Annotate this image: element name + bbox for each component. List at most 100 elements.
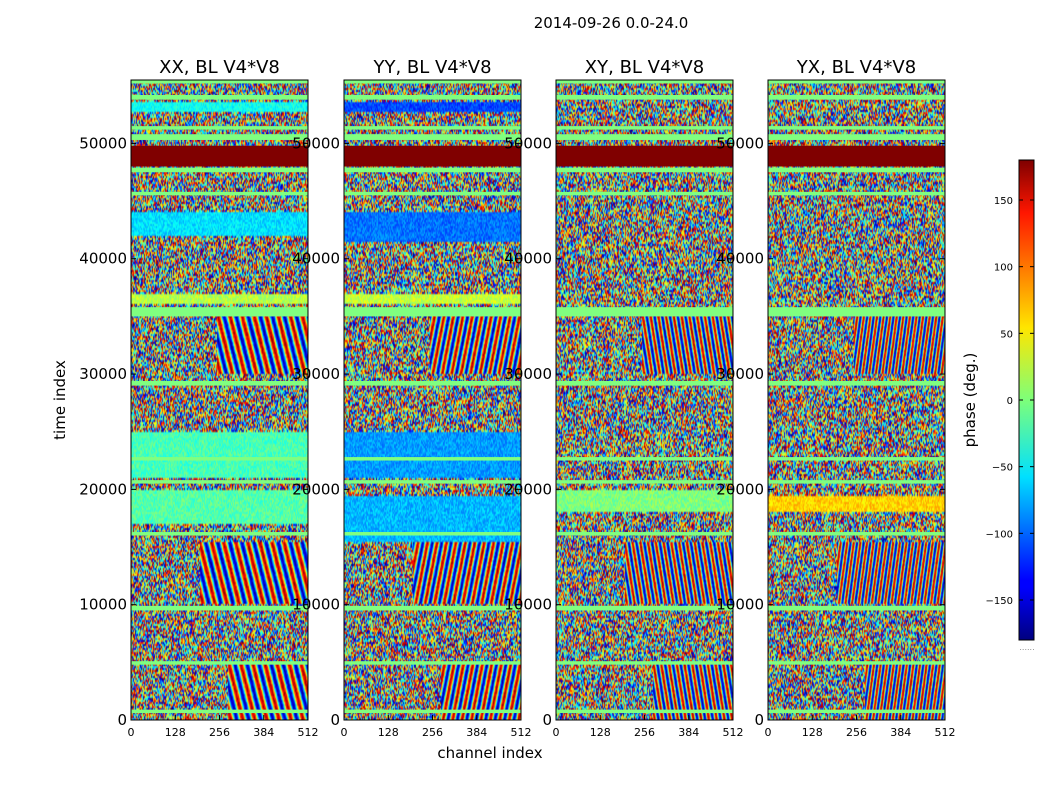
y-tick-label: 50000 — [292, 134, 340, 152]
flagged-band — [344, 457, 521, 461]
y-tick-label: 20000 — [716, 480, 764, 498]
colorbar-tick-label: 150 — [994, 196, 1013, 207]
saturated-band — [768, 145, 945, 167]
y-tick-label: 40000 — [504, 250, 552, 268]
flagged-band — [768, 126, 945, 130]
colorbar-ticks: 150 100 50 0 −50 −100 −150 — [986, 196, 1034, 607]
y-tick-label: 10000 — [504, 596, 552, 614]
y-tick-label: 40000 — [292, 250, 340, 268]
panel-xx: XX, BL V4*V8 0 10000 20000 30000 40000 50000 0 1… — [79, 57, 318, 739]
flagged-band — [768, 94, 945, 100]
flagged-band — [131, 80, 308, 84]
flagged-band — [556, 167, 733, 173]
colorbar-tick-label: 0 — [1007, 396, 1013, 407]
x-tick-label: 0 — [128, 726, 135, 739]
flagged-band — [768, 307, 945, 317]
flagged-band — [556, 605, 733, 611]
y-tick-label: 10000 — [716, 596, 764, 614]
x-tick-label: 512 — [298, 726, 319, 739]
x-tick-label: 128 — [802, 726, 823, 739]
colorbar-tick-label: 50 — [1000, 329, 1013, 340]
figure-title: 2014-09-26 0.0-24.0 — [534, 14, 689, 32]
phase-heatmap-xy — [556, 80, 733, 720]
flagged-band — [131, 134, 308, 140]
panel-yy: YY, BL V4*V8 0 10000 20000 30000 40000 50000 0 1… — [292, 57, 531, 739]
flagged-band — [131, 94, 308, 100]
flagged-band — [131, 457, 308, 461]
flagged-band — [344, 134, 521, 140]
flagged-band — [344, 661, 521, 665]
flagged-band — [768, 167, 945, 173]
x-tick-label: 384 — [890, 726, 911, 739]
colorbar-tick-label: 100 — [994, 263, 1013, 274]
y-tick-label: 50000 — [716, 134, 764, 152]
flagged-band — [556, 532, 733, 536]
flagged-band — [344, 126, 521, 130]
y-tick-label: 20000 — [504, 480, 552, 498]
flagged-band — [768, 134, 945, 140]
y-tick-label: 40000 — [716, 250, 764, 268]
phase-heatmap-yx — [768, 80, 945, 720]
flagged-band — [556, 191, 733, 196]
flagged-band — [768, 709, 945, 714]
panel-title: YX, BL V4*V8 — [796, 57, 916, 78]
y-tick-label: 10000 — [292, 596, 340, 614]
y-tick-label: 30000 — [504, 365, 552, 383]
phase-heatmap-xx — [131, 80, 308, 720]
colorbar-footnote: ...... — [1019, 643, 1034, 652]
flagged-band — [556, 480, 733, 484]
y-axis-label: time index — [51, 360, 69, 440]
flagged-band — [344, 191, 521, 196]
y-tick-label: 30000 — [79, 365, 127, 383]
colorbar-tick-label: −50 — [992, 463, 1013, 474]
y-tick-label: 40000 — [79, 250, 127, 268]
flagged-band — [344, 605, 521, 611]
flagged-band — [768, 661, 945, 665]
x-tick-label: 256 — [209, 726, 230, 739]
flagged-band — [556, 94, 733, 100]
flagged-band — [556, 307, 733, 317]
x-tick-label: 384 — [253, 726, 274, 739]
y-tick-label: 0 — [542, 711, 552, 729]
x-axis-label: channel index — [437, 744, 542, 762]
x-tick-label: 256 — [846, 726, 867, 739]
x-tick-label: 128 — [590, 726, 611, 739]
x-tick-label: 256 — [634, 726, 655, 739]
flagged-band — [768, 191, 945, 196]
flagged-band — [768, 480, 945, 484]
x-tick-label: 256 — [422, 726, 443, 739]
y-tick-label: 50000 — [79, 134, 127, 152]
y-tick-label: 20000 — [292, 480, 340, 498]
x-tick-label: 384 — [678, 726, 699, 739]
saturated-band — [556, 145, 733, 167]
y-tick-label: 30000 — [292, 365, 340, 383]
flagged-band — [768, 605, 945, 611]
y-tick-label: 20000 — [79, 480, 127, 498]
x-tick-label: 0 — [341, 726, 348, 739]
flagged-band — [344, 380, 521, 386]
flagged-band — [131, 126, 308, 130]
y-tick-label: 10000 — [79, 596, 127, 614]
flagged-band — [344, 480, 521, 484]
flagged-band — [556, 661, 733, 665]
phase-heatmap-yy — [344, 80, 521, 720]
flagged-band — [344, 167, 521, 173]
flagged-band — [344, 94, 521, 100]
y-tick-label: 0 — [754, 711, 764, 729]
flagged-band — [131, 380, 308, 386]
y-tick-label: 0 — [330, 711, 340, 729]
flagged-band — [131, 661, 308, 665]
flagged-band — [556, 80, 733, 84]
saturated-band — [131, 145, 308, 167]
flagged-band — [556, 457, 733, 461]
saturated-band — [344, 145, 521, 167]
flagged-band — [344, 709, 521, 714]
flagged-band — [768, 80, 945, 84]
x-tick-label: 512 — [935, 726, 956, 739]
flagged-band — [768, 532, 945, 536]
x-tick-label: 0 — [765, 726, 772, 739]
flagged-band — [131, 167, 308, 173]
panel-title: XY, BL V4*V8 — [585, 57, 704, 78]
flagged-band — [131, 532, 308, 536]
x-tick-label: 384 — [466, 726, 487, 739]
